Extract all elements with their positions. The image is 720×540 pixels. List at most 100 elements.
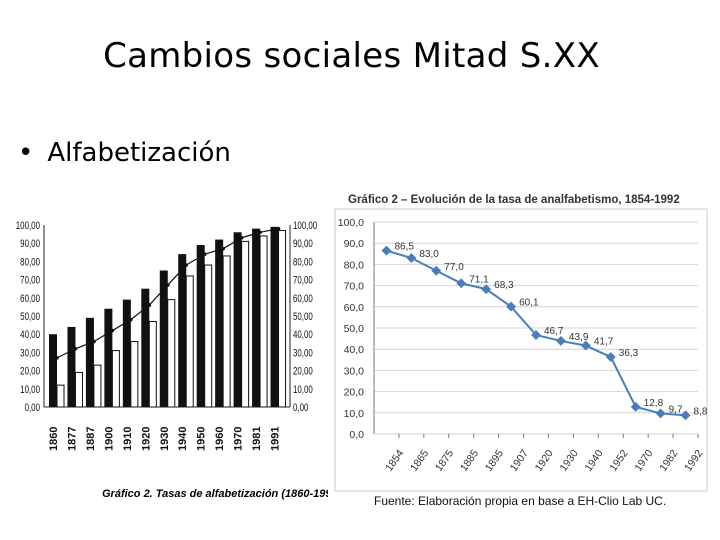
data-point-marker [555, 335, 566, 346]
x-tick-label: 1991 [270, 427, 282, 451]
x-tick-label: 1970 [233, 427, 245, 451]
x-tick-label: 1992 [682, 448, 705, 474]
bar-men [104, 308, 113, 407]
bar-men [49, 334, 57, 407]
bar-women [185, 275, 194, 408]
right-y-tick-label: 20,00 [293, 365, 313, 378]
data-point-marker [655, 408, 666, 419]
data-label: 41,7 [594, 337, 614, 348]
x-tick-label: 1910 [122, 427, 134, 451]
left-y-tick-label: 20,00 [20, 365, 40, 378]
left-y-tick-label: 0,00 [25, 402, 40, 415]
bar-women [278, 229, 287, 408]
trend-point [55, 356, 59, 360]
x-tick-label: 1950 [196, 427, 208, 451]
left-y-tick-label: 40,00 [20, 329, 40, 342]
data-label: 12,8 [644, 398, 664, 409]
data-label: 60,1 [519, 298, 539, 309]
y-tick-label: 80,0 [344, 259, 365, 271]
bar-women [130, 340, 139, 408]
right-y-tick-label: 70,00 [293, 274, 313, 287]
y-tick-label: 10,0 [344, 408, 365, 420]
y-tick-label: 30,0 [344, 365, 365, 377]
bar-men [67, 326, 76, 407]
left-y-tick-label: 90,00 [20, 238, 40, 251]
right-y-tick-label: 10,00 [293, 384, 313, 397]
trend-point [239, 235, 244, 240]
y-tick-label: 0,0 [349, 429, 364, 441]
bar-women [111, 350, 120, 408]
right-y-tick-label: 0,00 [293, 402, 308, 415]
y-tick-label: 50,0 [344, 323, 365, 335]
bar-women [222, 255, 231, 408]
chart-frame [334, 208, 708, 492]
trend-point [276, 226, 281, 231]
x-tick-label: 1981 [251, 427, 263, 451]
left-y-tick-label: 50,00 [20, 311, 40, 324]
data-label: 9,7 [669, 404, 683, 415]
bar-men [196, 245, 205, 407]
bar-men [85, 317, 94, 407]
left-y-tick-label: 80,00 [20, 256, 40, 269]
y-tick-label: 60,0 [344, 302, 365, 314]
bullet-text: Alfabetización [47, 138, 231, 168]
right-y-tick-label: 40,00 [293, 329, 313, 342]
x-tick-label: 1885 [458, 448, 481, 474]
bar-men [252, 228, 261, 407]
x-tick-label: 1930 [159, 427, 171, 451]
left-y-tick-label: 100,00 [16, 220, 40, 233]
data-point-marker [406, 253, 417, 263]
x-tick-label: 1940 [177, 427, 189, 451]
data-label: 36,3 [619, 348, 639, 359]
right-y-tick-label: 90,00 [293, 238, 313, 251]
x-tick-label: 1970 [632, 448, 655, 474]
right-y-tick-label: 80,00 [293, 256, 313, 269]
x-tick-label: 1982 [657, 448, 680, 474]
x-tick-label: 1895 [483, 448, 506, 474]
bar-men [159, 270, 168, 407]
data-label: 68,3 [494, 280, 514, 291]
data-label: 71,1 [469, 274, 489, 285]
trend-point [129, 317, 133, 322]
y-tick-label: 70,0 [344, 281, 365, 293]
line-chart-source: Fuente: Elaboración propia en base a EH-… [374, 494, 666, 508]
trend-point [221, 246, 225, 251]
x-tick-label: 1960 [214, 427, 226, 451]
trend-point [202, 252, 207, 256]
x-tick-label: 1920 [140, 427, 152, 451]
bar-men [178, 254, 187, 407]
literacy-bar-chart: Gráfico 2. Tasas de alfabetización (1860… [16, 220, 328, 500]
data-label: 43,9 [569, 332, 589, 343]
trend-point [258, 230, 262, 235]
x-tick-label: 1900 [103, 427, 115, 451]
bar-men [270, 226, 279, 407]
x-tick-label: 1875 [433, 448, 456, 474]
bullet-item: • Alfabetización [18, 138, 231, 168]
slide-title: Cambios sociales Mitad S.XX [103, 36, 600, 76]
left-y-tick-label: 10,00 [20, 384, 40, 397]
data-point-marker [630, 401, 641, 412]
trend-point [184, 263, 189, 267]
data-point-marker [605, 352, 616, 362]
trend-point [165, 283, 170, 287]
trend-point [110, 328, 115, 333]
trend-point [92, 339, 96, 344]
right-y-tick-label: 100,00 [293, 220, 317, 233]
trend-point [147, 303, 152, 307]
bar-men [122, 299, 131, 407]
data-label: 83,0 [419, 249, 439, 260]
data-label: 77,0 [444, 262, 464, 273]
bar-men [233, 232, 242, 407]
right-y-tick-label: 30,00 [293, 347, 313, 360]
bar-women [204, 264, 213, 408]
data-point-marker [431, 265, 442, 276]
x-tick-label: 1860 [48, 427, 60, 451]
x-tick-label: 1920 [533, 448, 556, 474]
right-y-tick-label: 50,00 [293, 311, 313, 324]
y-tick-label: 20,0 [344, 387, 365, 399]
data-label: 8,8 [694, 406, 708, 417]
data-point-marker [381, 245, 392, 256]
bar-men [141, 288, 150, 407]
data-point-marker [580, 340, 591, 351]
bar-women [148, 320, 157, 408]
